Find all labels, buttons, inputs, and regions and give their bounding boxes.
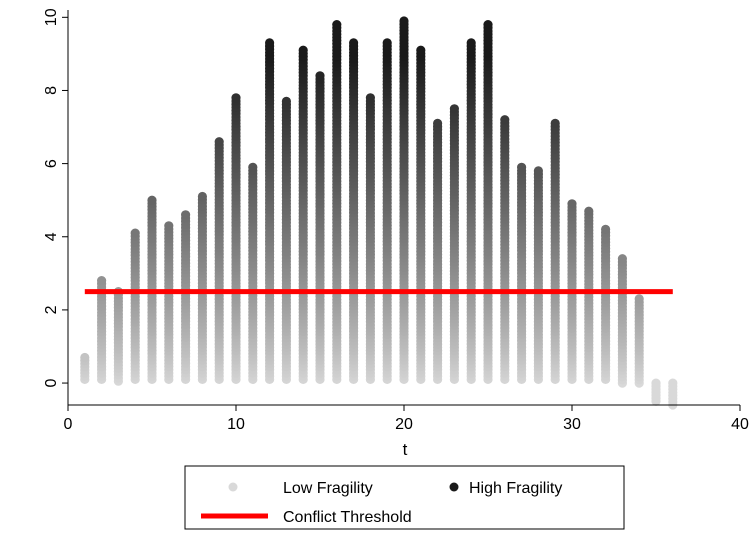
- y-axis-ticks: 0 2 4 6 8 10: [43, 8, 68, 388]
- point-column: [315, 71, 325, 384]
- data-point: [382, 38, 392, 48]
- data-point: [416, 45, 426, 55]
- point-column: [231, 93, 241, 384]
- data-point: [517, 162, 527, 172]
- point-column: [601, 224, 611, 384]
- point-column: [130, 228, 140, 384]
- data-point: [298, 45, 308, 55]
- legend-conflict-threshold-label: Conflict Threshold: [283, 509, 412, 526]
- legend-high-fragility-marker: [449, 482, 459, 492]
- point-column: [483, 20, 493, 384]
- data-point: [483, 20, 493, 30]
- point-column: [332, 20, 342, 384]
- data-point: [567, 199, 577, 209]
- data-point: [466, 38, 476, 48]
- y-tick-label: 0: [43, 379, 60, 388]
- point-column: [584, 206, 594, 384]
- point-column: [265, 38, 275, 384]
- point-column: [164, 221, 174, 384]
- data-point: [197, 191, 207, 202]
- data-point: [265, 38, 275, 48]
- point-column: [399, 16, 409, 384]
- legend-low-fragility-label: Low Fragility: [283, 480, 373, 497]
- point-column: [617, 254, 628, 388]
- data-point: [634, 294, 644, 304]
- point-column: [517, 162, 527, 384]
- point-column: [567, 199, 577, 384]
- point-column: [365, 93, 375, 384]
- data-point: [349, 38, 359, 48]
- y-tick-label: 6: [43, 159, 60, 168]
- data-point: [399, 16, 409, 26]
- point-column: [281, 96, 291, 384]
- legend-high-fragility-label: High Fragility: [469, 480, 562, 497]
- point-column: [550, 118, 560, 384]
- data-point: [315, 71, 325, 81]
- data-point: [365, 93, 375, 103]
- point-column: [147, 195, 157, 384]
- data-point: [147, 195, 157, 205]
- point-column: [533, 166, 544, 384]
- point-column: [651, 378, 661, 406]
- point-column: [466, 38, 476, 384]
- x-tick-label: 20: [395, 416, 413, 433]
- point-column: [634, 294, 644, 388]
- point-column: [416, 45, 426, 384]
- point-column: [668, 378, 678, 410]
- data-point: [332, 20, 342, 30]
- data-point: [181, 210, 191, 220]
- point-column: [500, 115, 510, 384]
- data-point: [500, 115, 510, 125]
- data-point: [601, 224, 611, 234]
- point-column: [349, 38, 359, 384]
- axes: 0 2 4 6 8 10 0 10 20 30 40 t: [43, 8, 749, 459]
- data-point: [164, 221, 174, 231]
- y-tick-label: 10: [43, 8, 60, 26]
- data-points: [80, 16, 678, 410]
- data-point: [449, 104, 459, 114]
- point-column: [80, 352, 90, 384]
- data-point: [433, 118, 443, 128]
- point-column: [382, 38, 392, 384]
- data-point: [281, 96, 291, 106]
- point-column: [181, 210, 191, 384]
- point-column: [214, 137, 224, 384]
- data-point: [214, 137, 224, 147]
- x-tick-label: 0: [64, 416, 73, 433]
- data-point: [130, 228, 140, 238]
- data-point: [651, 378, 661, 388]
- data-point: [533, 166, 544, 176]
- point-column: [248, 162, 258, 384]
- x-axis-title: t: [403, 440, 408, 459]
- data-point: [584, 206, 594, 216]
- point-column: [433, 118, 443, 384]
- point-column: [298, 45, 308, 384]
- data-point: [550, 118, 560, 128]
- point-column: [113, 287, 123, 386]
- y-tick-label: 8: [43, 86, 60, 95]
- legend-low-fragility-marker: [228, 482, 238, 492]
- data-point: [668, 378, 678, 388]
- data-point: [80, 352, 90, 363]
- x-tick-label: 40: [731, 416, 749, 433]
- point-column: [449, 104, 459, 384]
- legend: Low Fragility High Fragility Conflict Th…: [184, 465, 625, 530]
- y-tick-label: 2: [43, 305, 60, 314]
- x-tick-label: 30: [563, 416, 581, 433]
- point-column: [197, 191, 207, 384]
- data-point: [97, 276, 107, 286]
- data-point: [617, 254, 628, 264]
- x-tick-label: 10: [227, 416, 245, 433]
- data-point: [231, 93, 241, 103]
- plot-area: [80, 16, 678, 410]
- data-point: [248, 162, 258, 172]
- x-axis-ticks: 0 10 20 30 40: [64, 405, 749, 433]
- y-tick-label: 4: [43, 232, 60, 241]
